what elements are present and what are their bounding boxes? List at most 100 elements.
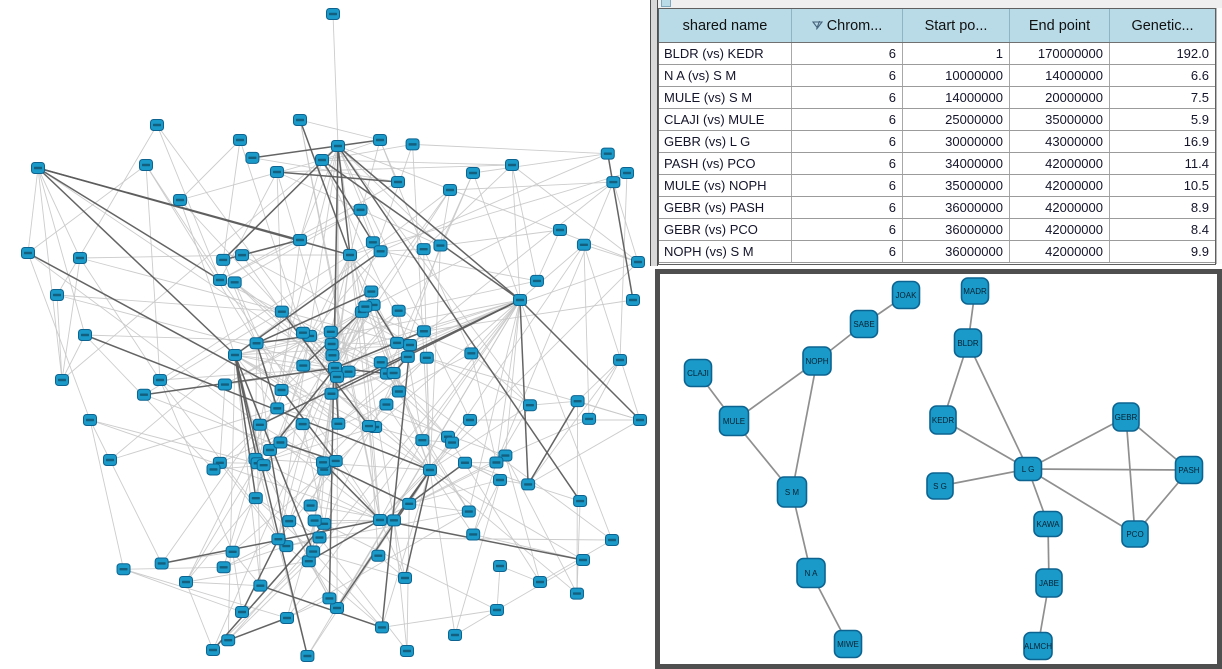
table-row[interactable]: NOPH (vs) S M 6 36000000 42000000 9.9 xyxy=(659,241,1215,263)
panel-splitter[interactable] xyxy=(650,0,658,266)
network-node[interactable] xyxy=(245,151,260,164)
node-madr[interactable]: MADR xyxy=(960,277,990,305)
network-node[interactable] xyxy=(361,420,376,433)
network-node[interactable] xyxy=(489,456,504,469)
network-node[interactable] xyxy=(633,414,647,426)
network-node[interactable] xyxy=(293,234,307,246)
node-mule[interactable]: MULE xyxy=(718,405,750,437)
network-node[interactable] xyxy=(405,138,420,151)
network-node[interactable] xyxy=(448,629,462,641)
network-node[interactable] xyxy=(358,300,373,313)
network-node[interactable] xyxy=(306,545,321,558)
node-claji[interactable]: CLAJI xyxy=(683,358,713,388)
network-node[interactable] xyxy=(613,354,627,366)
node-kedr[interactable]: KEDR xyxy=(929,405,957,435)
network-node[interactable] xyxy=(216,561,231,574)
network-node[interactable] xyxy=(73,252,87,264)
network-node[interactable] xyxy=(271,533,286,546)
network-node[interactable] xyxy=(576,554,590,566)
network-node[interactable] xyxy=(416,243,431,256)
main-network-canvas[interactable] xyxy=(0,0,650,669)
network-node[interactable] xyxy=(331,140,345,152)
network-node[interactable] xyxy=(343,249,357,261)
network-node[interactable] xyxy=(626,294,640,306)
network-node[interactable] xyxy=(280,612,294,624)
node-s-g[interactable]: S G xyxy=(926,472,954,500)
network-node[interactable] xyxy=(466,167,480,179)
node-s-m[interactable]: S M xyxy=(776,476,808,508)
network-node[interactable] xyxy=(513,294,527,306)
network-node[interactable] xyxy=(249,337,264,350)
network-node[interactable] xyxy=(353,203,368,216)
network-node[interactable] xyxy=(274,383,289,396)
network-node[interactable] xyxy=(323,325,338,338)
network-node[interactable] xyxy=(50,289,64,301)
network-node[interactable] xyxy=(295,326,310,339)
network-node[interactable] xyxy=(235,249,250,262)
network-node[interactable] xyxy=(600,147,615,160)
network-node[interactable] xyxy=(256,459,271,472)
network-node[interactable] xyxy=(228,349,242,361)
network-node[interactable] xyxy=(217,378,232,391)
network-node[interactable] xyxy=(331,417,346,430)
table-row[interactable]: CLAJI (vs) MULE 6 25000000 35000000 5.9 xyxy=(659,109,1215,131)
network-node[interactable] xyxy=(403,339,417,351)
network-node[interactable] xyxy=(316,456,331,469)
network-node[interactable] xyxy=(273,436,288,449)
network-node[interactable] xyxy=(341,365,356,378)
network-node[interactable] xyxy=(533,576,547,588)
network-node[interactable] xyxy=(582,412,597,425)
network-node[interactable] xyxy=(493,474,507,486)
network-node[interactable] xyxy=(553,224,567,236)
network-node[interactable] xyxy=(402,497,417,510)
network-node[interactable] xyxy=(322,592,337,605)
table-row[interactable]: PASH (vs) PCO 6 34000000 42000000 11.4 xyxy=(659,153,1215,175)
network-node[interactable] xyxy=(330,370,345,383)
network-node[interactable] xyxy=(373,356,388,369)
table-row[interactable]: GEBR (vs) PCO 6 36000000 42000000 8.4 xyxy=(659,219,1215,241)
node-joak[interactable]: JOAK xyxy=(891,280,921,310)
network-node[interactable] xyxy=(522,399,537,412)
network-node[interactable] xyxy=(400,350,415,363)
node-pco[interactable]: PCO xyxy=(1121,520,1149,548)
network-node[interactable] xyxy=(400,645,414,657)
network-node[interactable] xyxy=(493,560,507,572)
network-node[interactable] xyxy=(445,436,460,449)
network-node[interactable] xyxy=(391,385,406,398)
network-node[interactable] xyxy=(463,414,477,426)
network-node[interactable] xyxy=(386,367,401,380)
network-node[interactable] xyxy=(573,495,588,508)
network-node[interactable] xyxy=(282,515,297,528)
network-node[interactable] xyxy=(295,418,310,431)
node-pash[interactable]: PASH xyxy=(1174,455,1204,485)
network-node[interactable] xyxy=(569,587,584,600)
network-node[interactable] xyxy=(490,604,504,616)
network-node[interactable] xyxy=(570,395,585,408)
network-node[interactable] xyxy=(55,374,69,386)
network-node[interactable] xyxy=(150,119,164,131)
node-l-g[interactable]: L G xyxy=(1013,456,1043,482)
table-tab-fragment[interactable] xyxy=(661,0,671,7)
table-scrollbar[interactable] xyxy=(1216,8,1222,264)
node-noph[interactable]: NOPH xyxy=(802,346,832,376)
network-node[interactable] xyxy=(225,545,240,558)
network-node[interactable] xyxy=(206,644,220,656)
network-node[interactable] xyxy=(529,274,544,287)
column-header-end-point[interactable]: End point xyxy=(1010,9,1110,42)
network-node[interactable] xyxy=(324,337,339,350)
network-node[interactable] xyxy=(521,478,536,491)
network-node[interactable] xyxy=(606,176,621,189)
network-node[interactable] xyxy=(324,387,339,400)
network-node[interactable] xyxy=(270,166,284,178)
network-node[interactable] xyxy=(274,305,289,318)
network-node[interactable] xyxy=(296,359,311,372)
network-node[interactable] xyxy=(153,374,167,386)
network-node[interactable] xyxy=(419,351,434,364)
network-node[interactable] xyxy=(443,184,457,196)
network-node[interactable] xyxy=(235,606,249,618)
network-node[interactable] xyxy=(233,134,247,146)
table-row[interactable]: GEBR (vs) L G 6 30000000 43000000 16.9 xyxy=(659,131,1215,153)
network-node[interactable] xyxy=(398,572,412,584)
network-node[interactable] xyxy=(457,456,472,469)
network-node[interactable] xyxy=(103,454,117,466)
